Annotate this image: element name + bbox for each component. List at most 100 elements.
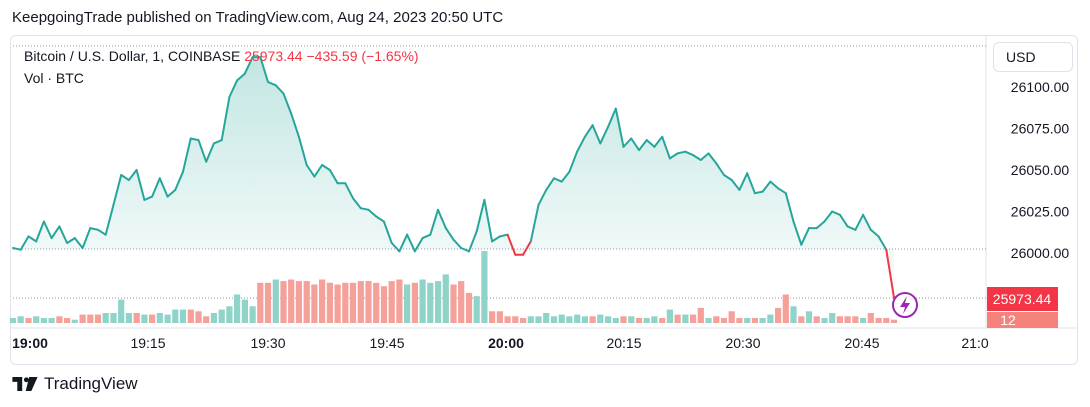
- volume-bar: [203, 316, 210, 323]
- volume-bar: [782, 294, 789, 323]
- volume-bar: [210, 313, 217, 323]
- volume-bar: [257, 282, 264, 323]
- price-chart[interactable]: 26100.00 26075.00 26050.00 26025.00 26000.00…: [0, 0, 1090, 360]
- price-line-segment: [661, 135, 671, 160]
- volume-bar: [110, 313, 117, 323]
- volume-bar: [33, 316, 40, 323]
- volume-bar: [550, 316, 558, 323]
- price-line-segment: [444, 227, 455, 241]
- y-tick-label: 26000.00: [1011, 245, 1070, 261]
- price-line-segment: [529, 203, 540, 243]
- price-line-segment: [398, 233, 409, 253]
- volume-bar: [427, 282, 434, 323]
- x-tick-label: 20:45: [844, 335, 879, 351]
- lightning-icon[interactable]: [892, 292, 918, 318]
- volume-legend[interactable]: Vol · BTC: [24, 70, 84, 86]
- symbol-name[interactable]: Bitcoin / U.S. Dollar, 1, COINBASE: [24, 48, 241, 64]
- volume-bar: [295, 281, 302, 323]
- price-line-segment: [746, 172, 756, 195]
- volume-badge-label: 12: [1000, 312, 1016, 328]
- price-line-segment: [599, 125, 610, 145]
- volume-bar: [589, 316, 596, 323]
- volume-bar: [342, 282, 349, 323]
- price-line-segment: [761, 180, 772, 193]
- y-tick-label: 26075.00: [1011, 121, 1070, 137]
- volume-bar: [875, 318, 882, 323]
- price-line-segment: [143, 195, 154, 201]
- volume-bar: [9, 318, 17, 323]
- volume-bar: [836, 316, 843, 323]
- volume-bar: [280, 281, 287, 323]
- last-price-label: 25973.44: [993, 291, 1052, 307]
- volume-bar: [504, 316, 511, 323]
- volume-bar: [697, 307, 704, 323]
- x-tick-label: 19:00: [12, 335, 48, 351]
- currency-button[interactable]: USD: [993, 42, 1073, 72]
- volume-bar: [404, 284, 411, 323]
- price-line-segment: [243, 56, 254, 75]
- volume-bar: [380, 286, 388, 323]
- volume-bar: [133, 313, 140, 323]
- volume-bar: [690, 314, 697, 323]
- price-line-segment: [607, 107, 617, 128]
- volume-bar: [87, 314, 94, 323]
- volume-bar: [94, 314, 102, 323]
- price-line-segment: [359, 207, 370, 211]
- volume-bar: [125, 313, 132, 323]
- footer-brand[interactable]: TradingView: [44, 374, 138, 393]
- price-line-segment: [297, 135, 308, 166]
- price-line-segment: [568, 150, 579, 173]
- volume-bar: [349, 282, 357, 323]
- price-line-segment: [344, 182, 354, 200]
- price-line-segment: [653, 135, 664, 148]
- price-line-segment: [220, 96, 231, 142]
- price-line-segment: [769, 180, 780, 190]
- volume-bar: [187, 309, 194, 323]
- volume-bar: [775, 307, 782, 323]
- volume-bar: [566, 316, 573, 323]
- price-line-segment: [823, 210, 834, 223]
- volume-bar: [720, 318, 728, 323]
- y-tick-label: 26100.00: [1011, 79, 1070, 95]
- volume-bar: [465, 292, 473, 323]
- volume-bar: [736, 318, 743, 323]
- volume-bar: [558, 314, 565, 323]
- volume-bar: [419, 279, 426, 323]
- price-line-segment: [81, 227, 92, 249]
- volume-bar: [481, 251, 488, 323]
- price-line-segment: [506, 233, 517, 256]
- volume-bar: [303, 281, 310, 323]
- price-line-segment: [537, 188, 548, 206]
- volume-bar: [64, 318, 71, 323]
- price-line-segment: [784, 192, 795, 223]
- price-line-segment: [877, 235, 888, 251]
- x-tick-label: 19:45: [369, 335, 404, 351]
- volume-bar: [272, 279, 279, 323]
- price-line-segment: [66, 237, 76, 244]
- price-line-segment: [815, 220, 826, 230]
- volume-bar: [651, 316, 658, 323]
- price-line-segment: [189, 137, 200, 142]
- volume-bar: [319, 279, 326, 323]
- price-line-segment: [483, 198, 494, 243]
- volume-bar: [759, 318, 766, 323]
- price-line-segment: [236, 72, 246, 82]
- volume-bar: [682, 314, 689, 323]
- volume-bar: [357, 281, 364, 323]
- volume-bar: [628, 316, 635, 323]
- volume-bar: [388, 281, 395, 323]
- price-line-segment: [50, 225, 61, 240]
- tradingview-logo-icon[interactable]: [12, 377, 38, 391]
- volume-bar: [48, 318, 55, 323]
- price-line-segment: [630, 137, 640, 152]
- price-line-segment: [429, 208, 439, 236]
- price-area-fill: [13, 57, 894, 298]
- x-tick-label: 21:0: [961, 335, 988, 351]
- volume-bar: [844, 316, 851, 323]
- volume-bar: [241, 299, 248, 323]
- x-tick-label: 19:30: [250, 335, 285, 351]
- price-line-segment: [645, 139, 656, 148]
- volume-bar: [234, 294, 241, 323]
- volume-bar: [40, 318, 47, 323]
- price-line-segment: [468, 230, 478, 253]
